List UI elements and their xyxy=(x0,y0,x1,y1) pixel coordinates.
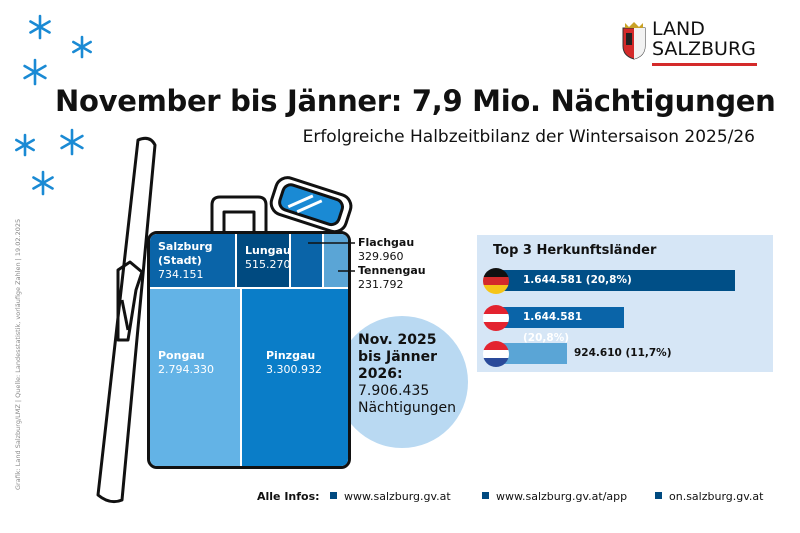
snowflake-icon xyxy=(29,20,51,34)
total-summary: Nov. 2025 bis Jänner 2026: 7.906.435 Nächti… xyxy=(358,332,457,416)
bar-austria: 1.644.581 (20,8%) xyxy=(497,307,624,344)
footer-link-app[interactable]: www.salzburg.gv.at/app xyxy=(482,490,627,503)
snowflake-icon xyxy=(15,138,35,152)
flag-austria-icon xyxy=(483,305,509,331)
total-circle xyxy=(336,316,468,448)
flag-germany-icon xyxy=(483,268,509,294)
label-flachgau: Flachgau 329.960 xyxy=(358,236,415,263)
snowflake-icon xyxy=(60,134,84,150)
coat-of-arms-icon xyxy=(622,22,646,60)
page-subtitle: Erfolgreiche Halbzeitbilanz der Wintersa… xyxy=(302,127,755,147)
bar-netherlands xyxy=(497,343,567,364)
land-salzburg-logo: LAND SALZBURG xyxy=(621,19,757,66)
top-countries-panel: Top 3 Herkunftsländer 1.644.581 (20,8%) … xyxy=(477,235,773,372)
treemap-cell-pinzgau: Pinzgau 3.300.932 xyxy=(242,289,348,466)
label-tennengau: Tennengau 231.792 xyxy=(358,264,426,291)
suitcase-handle xyxy=(210,195,268,233)
ski-goggles-icon xyxy=(269,176,353,234)
snowflake-icon xyxy=(32,176,54,190)
bar-germany: 1.644.581 (20,8%) xyxy=(497,270,735,291)
snowflakes-decoration xyxy=(15,14,92,196)
treemap-cell-pongau: Pongau 2.794.330 xyxy=(150,289,240,466)
logo-line2: SALZBURG xyxy=(652,38,756,60)
treemap-suitcase: Salzburg (Stadt) 734.151 Lungau 515.270 Po… xyxy=(147,231,351,469)
footer-link-website[interactable]: www.salzburg.gv.at xyxy=(330,490,451,503)
footer-link-on[interactable]: on.salzburg.gv.at xyxy=(655,490,763,503)
snowflake-icon xyxy=(23,64,47,80)
ski-icon xyxy=(96,136,157,504)
logo-underline xyxy=(652,63,757,66)
footer-label: Alle Infos: xyxy=(257,490,320,503)
treemap-cell-lungau: Lungau 515.270 xyxy=(237,234,291,287)
flag-netherlands-icon xyxy=(483,341,509,367)
bar-netherlands-label: 924.610 (11,7%) xyxy=(574,347,672,359)
snowflake-icon xyxy=(72,40,92,54)
treemap-cell-salzburg-stadt: Salzburg (Stadt) 734.151 xyxy=(150,234,235,287)
logo-line1: LAND xyxy=(652,18,705,40)
panel-title: Top 3 Herkunftsländer xyxy=(493,243,657,258)
page-title: November bis Jänner: 7,9 Mio. Nächtigung… xyxy=(55,84,776,118)
